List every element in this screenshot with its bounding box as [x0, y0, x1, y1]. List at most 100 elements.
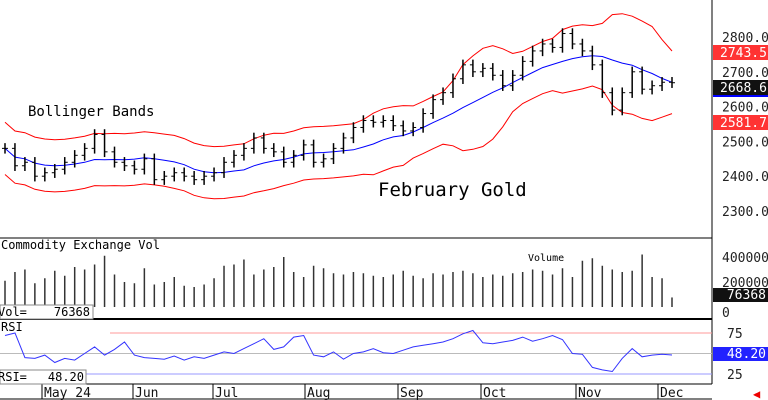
price-bar [639, 66, 646, 95]
price-bar [270, 143, 277, 158]
price-bar [11, 143, 18, 171]
price-bar [191, 170, 198, 185]
rsi-tick-label: 75 [727, 327, 743, 342]
price-bar [300, 139, 307, 161]
price-tag-close-label: 2668.6 [720, 81, 767, 96]
price-bar [599, 59, 606, 98]
date-label: May 24 [44, 386, 91, 400]
price-bar [211, 167, 218, 182]
price-bar [659, 77, 666, 91]
price-bar [649, 80, 656, 95]
price-bar [230, 150, 237, 168]
price-bar [539, 38, 546, 57]
volume-tick-label: 200000 [722, 276, 768, 291]
price-bar [489, 63, 496, 81]
price-bar [240, 143, 247, 161]
price-bar [41, 167, 48, 182]
price-bar [111, 146, 118, 168]
price-bar [51, 164, 58, 178]
price-bar [400, 120, 407, 137]
chart-frame [0, 0, 713, 400]
volume-last-tag [713, 288, 768, 302]
date-label: Nov [578, 386, 602, 400]
volume-tick-label: 0 [722, 306, 730, 321]
price-bar [440, 87, 447, 105]
volume-tick-label: 400000 [722, 251, 768, 266]
price-bar [410, 122, 417, 137]
vol-readout-label: Vol= [0, 305, 27, 319]
price-bar [290, 150, 297, 168]
price-tick-label: 2600.0 [722, 101, 768, 116]
rsi-line [4, 329, 673, 373]
price-bar [519, 56, 526, 81]
price-bar [350, 122, 357, 144]
price-bar [31, 157, 38, 182]
volume-series-label: Volume [528, 253, 564, 264]
rsi-readout-value: 48.20 [48, 370, 84, 384]
price-bar [81, 143, 88, 161]
price-tick-label: 2700.0 [722, 66, 768, 81]
price-tick-label: 2500.0 [722, 135, 768, 150]
price-tag-lower_band-label: 2581.7 [720, 116, 767, 131]
rsi-readout-box [0, 369, 87, 385]
rsi-pane [0, 329, 712, 375]
date-label: Sep [400, 386, 424, 400]
date-label: Jul [215, 386, 238, 400]
price-tick-label: 2800.0 [722, 31, 768, 46]
price-bar [320, 153, 327, 168]
date-label: Oct [483, 386, 506, 400]
rsi-last-label: 48.20 [727, 347, 766, 362]
price-tag-lower_band [713, 115, 768, 130]
price-bar [21, 157, 28, 171]
price-bar [569, 28, 576, 50]
price-bar [430, 94, 437, 119]
price-bar [340, 132, 347, 154]
price-bar [589, 45, 596, 71]
price-bar [479, 63, 486, 78]
rsi-last-tag [713, 347, 768, 361]
price-bar [141, 153, 148, 175]
price-bar [260, 132, 267, 154]
rsi-pane-label: RSI [1, 320, 23, 334]
price-bar [529, 45, 536, 67]
price-bar [201, 170, 208, 185]
price-bar [579, 38, 586, 57]
price-bar [71, 150, 78, 168]
price-bar [559, 28, 566, 53]
rsi-tick-label: 25 [727, 368, 743, 383]
lower-bollinger-band [4, 85, 673, 200]
price-bar [420, 108, 427, 133]
price-bar [469, 59, 476, 78]
price-bar [619, 87, 626, 116]
volume-pane-label: Commodity Exchange Vol [1, 238, 160, 252]
price-pane [2, 13, 675, 200]
price-bar [181, 167, 188, 182]
scroll-arrow-icon[interactable]: ◀ [753, 387, 761, 400]
price-bar [380, 115, 387, 128]
price-bar [360, 115, 367, 133]
price-tag-close [713, 80, 768, 95]
price-bar [449, 73, 456, 98]
middle-bollinger-band [4, 55, 673, 174]
rsi-readout-label: RSI= [0, 370, 27, 384]
volume-pane [4, 254, 673, 307]
price-bar [390, 115, 397, 131]
price-tick-label: 2400.0 [722, 170, 768, 185]
price-bar [2, 143, 8, 154]
price-bar [330, 143, 337, 165]
upper-bollinger-band [4, 13, 673, 148]
price-bar [370, 115, 377, 128]
price-bar [250, 132, 257, 154]
price-bar [280, 146, 287, 168]
chart-title: February Gold [378, 179, 527, 201]
axes: 2300.0 2400.0 2500.0 2600.0 2700.0 2800.02743… [41, 31, 768, 400]
price-bar [131, 160, 138, 175]
vol-readout-value: 76368 [54, 305, 90, 319]
price-bar [629, 66, 636, 98]
price-bar [151, 153, 158, 185]
vol-readout-box [0, 304, 94, 320]
date-label: Dec [660, 386, 683, 400]
price-bar [509, 70, 516, 91]
price-bar [459, 59, 466, 84]
price-bar [61, 157, 68, 175]
